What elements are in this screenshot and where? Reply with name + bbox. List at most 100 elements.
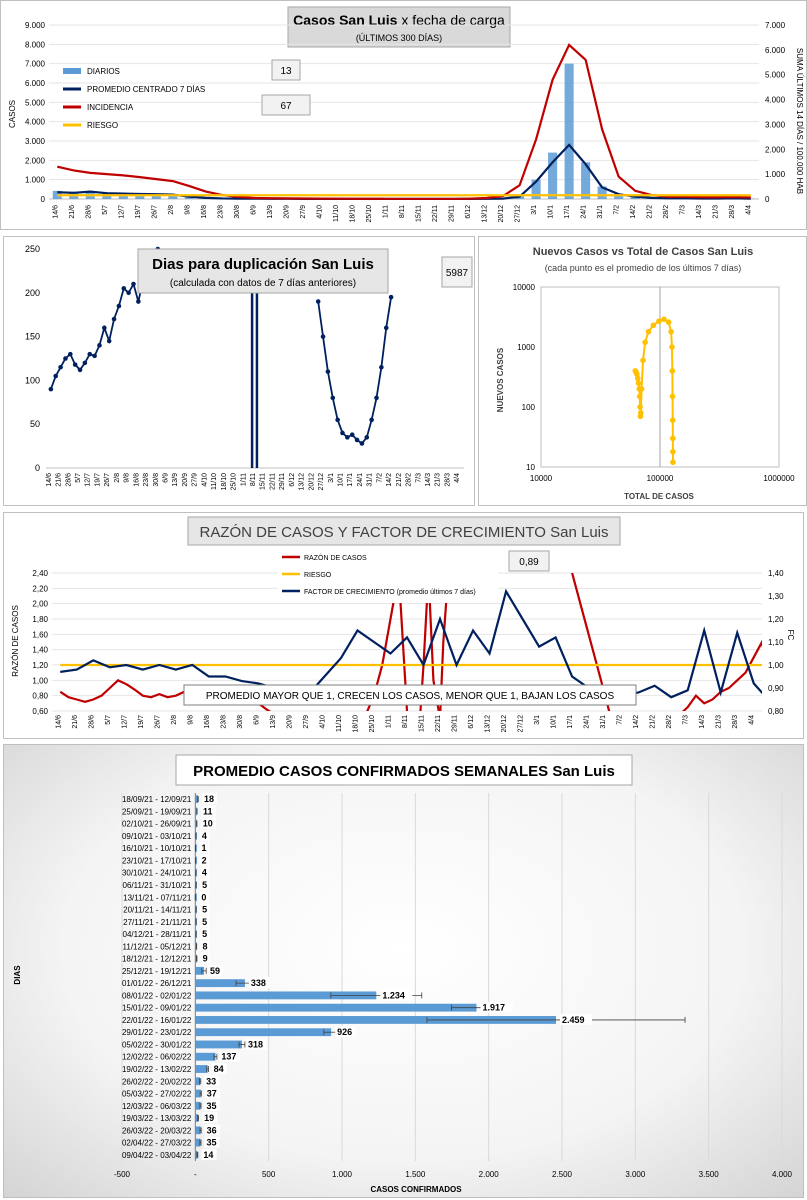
category-label: 22/01/22 - 16/01/22 <box>122 1016 192 1025</box>
category-label: 26/02/22 - 20/02/22 <box>122 1077 192 1086</box>
promedio-value: 67 <box>280 101 292 112</box>
data-label: 1.917 <box>482 1003 505 1013</box>
data-label: 1.234 <box>382 990 405 1000</box>
category-label: 04/12/21 - 28/11/21 <box>123 930 192 939</box>
x-tick-label: 7/2 <box>617 715 624 725</box>
category-label: 16/10/21 - 10/10/21 <box>122 844 192 853</box>
axes: 10 100 1000 10000 10000 100000 1000000 <box>513 283 795 483</box>
gridlines <box>121 793 783 1161</box>
chart-subtitle: (cada punto es el promedio de los último… <box>545 263 742 273</box>
x-tick-label: 9/8 <box>184 205 191 215</box>
x-tick-label: 21/2 <box>647 205 654 219</box>
x-tick-label: 29/11 <box>279 473 286 490</box>
category-label: 12/02/22 - 06/02/22 <box>122 1053 192 1062</box>
y-tick-label: 0 <box>41 195 46 204</box>
x-tick-label: 21/2 <box>396 473 403 487</box>
data-label-bg <box>202 1112 218 1124</box>
data-label: 18 <box>204 794 214 804</box>
doubling-point <box>87 351 93 357</box>
x-tick-label: 24/1 <box>581 205 588 219</box>
line-razón <box>681 639 762 711</box>
x-tick-label: 14/2 <box>630 205 637 219</box>
scatter-point <box>669 417 676 424</box>
chart-subtitle: (ÚLTIMOS 300 DÍAS) <box>356 33 442 43</box>
category-label: 11/12/21 - 05/12/21 <box>123 942 192 951</box>
category-label: 05/02/22 - 30/01/22 <box>122 1040 192 1049</box>
y2-tick-label: 1,00 <box>768 661 784 670</box>
y-tick-label: 6.000 <box>25 79 46 88</box>
data-label-bg <box>200 879 210 890</box>
scatter-point <box>656 318 662 324</box>
y-tick-label: 1,00 <box>32 676 48 685</box>
x-tick-label: 18/10 <box>352 715 359 733</box>
x-tick-label: 21/3 <box>716 715 723 729</box>
x-tick-label: 3.000 <box>625 1170 646 1179</box>
data-label: 19 <box>204 1113 214 1123</box>
doubling-point <box>77 367 83 373</box>
data-label: 35 <box>206 1138 216 1148</box>
category-label: 02/04/22 - 27/03/22 <box>122 1139 192 1148</box>
scatter-point <box>640 357 646 364</box>
y-tick-label: 1.000 <box>25 176 46 185</box>
scatter-point <box>669 368 676 374</box>
x-tick-label: 27/9 <box>300 205 307 219</box>
scatter-point <box>634 375 641 382</box>
x-tick-label: 6/9 <box>250 205 257 215</box>
data-label-bg <box>199 854 210 866</box>
scatter-point <box>670 459 676 466</box>
x-tick-label: 26/7 <box>104 473 111 487</box>
data-label: 2 <box>202 855 207 865</box>
data-label-bg <box>199 842 210 854</box>
weekly-bar <box>195 1040 242 1049</box>
x-tick-label: 22/11 <box>435 715 442 732</box>
bar-diarios <box>597 186 607 199</box>
y-tick-label: 250 <box>25 244 40 254</box>
bar-diarios <box>531 179 541 199</box>
x-tick-label: 1.000 <box>332 1170 353 1179</box>
value-box-text: 0,89 <box>519 557 539 568</box>
data-label: 4 <box>202 831 207 841</box>
x-tick-label: 24/1 <box>357 473 364 487</box>
data-label: 2.459 <box>562 1015 585 1025</box>
x-tick-label: 18/10 <box>221 473 228 491</box>
y-tick-label: 2.000 <box>25 156 46 165</box>
data-label-bg <box>559 1013 592 1025</box>
y-tick-label: 100 <box>25 375 40 385</box>
doubling-point <box>97 343 102 348</box>
weekly-bar <box>195 1089 201 1098</box>
x-tick-label: 23/8 <box>143 473 150 487</box>
line-promedio <box>57 143 751 201</box>
x-tick-label: 3/1 <box>531 205 538 215</box>
y-axis-categories: 18/09/21 - 12/09/21 25/09/21 - 19/09/21 02… <box>122 795 192 1160</box>
x-tick-label: 100000 <box>647 474 674 483</box>
x-tick-label: 29/11 <box>449 205 456 222</box>
data-label: 84 <box>214 1064 224 1074</box>
x-tick-label: 3/1 <box>534 715 541 725</box>
x-tick-label: 1/11 <box>385 715 392 728</box>
legend-razon: RAZÓN DE CASOS <box>304 553 367 562</box>
doubling-point <box>106 338 112 344</box>
note-box <box>183 684 637 706</box>
x-tick-label: 4.000 <box>772 1170 793 1179</box>
category-label: 01/01/22 - 26/12/21 <box>122 979 192 988</box>
y-tick-label: 2,00 <box>32 600 48 609</box>
x-tick-label: 28/3 <box>732 715 739 729</box>
x-tick-label: 27/12 <box>518 715 525 733</box>
data-label-bg <box>200 915 210 927</box>
x-tick-label: 13/9 <box>270 715 277 729</box>
x-tick-label: 1/11 <box>382 205 389 218</box>
data-label-bg <box>200 805 217 817</box>
x-tick-label: 4/10 <box>201 473 208 487</box>
doubling-point <box>315 299 321 304</box>
category-label: 09/10/21 - 03/10/21 <box>122 832 192 841</box>
weekly-bar <box>195 1077 201 1086</box>
x-tick-label: 13/12 <box>482 205 489 223</box>
doubling-point <box>320 334 326 339</box>
category-label: 20/11/21 - 14/11/21 <box>123 906 192 915</box>
doubling-point <box>383 325 389 331</box>
value-box <box>508 550 550 572</box>
doubling-point <box>349 432 355 438</box>
x-tick-label: 20/9 <box>283 205 290 219</box>
scatter-point <box>669 393 676 400</box>
data-label-bg <box>204 1136 220 1148</box>
